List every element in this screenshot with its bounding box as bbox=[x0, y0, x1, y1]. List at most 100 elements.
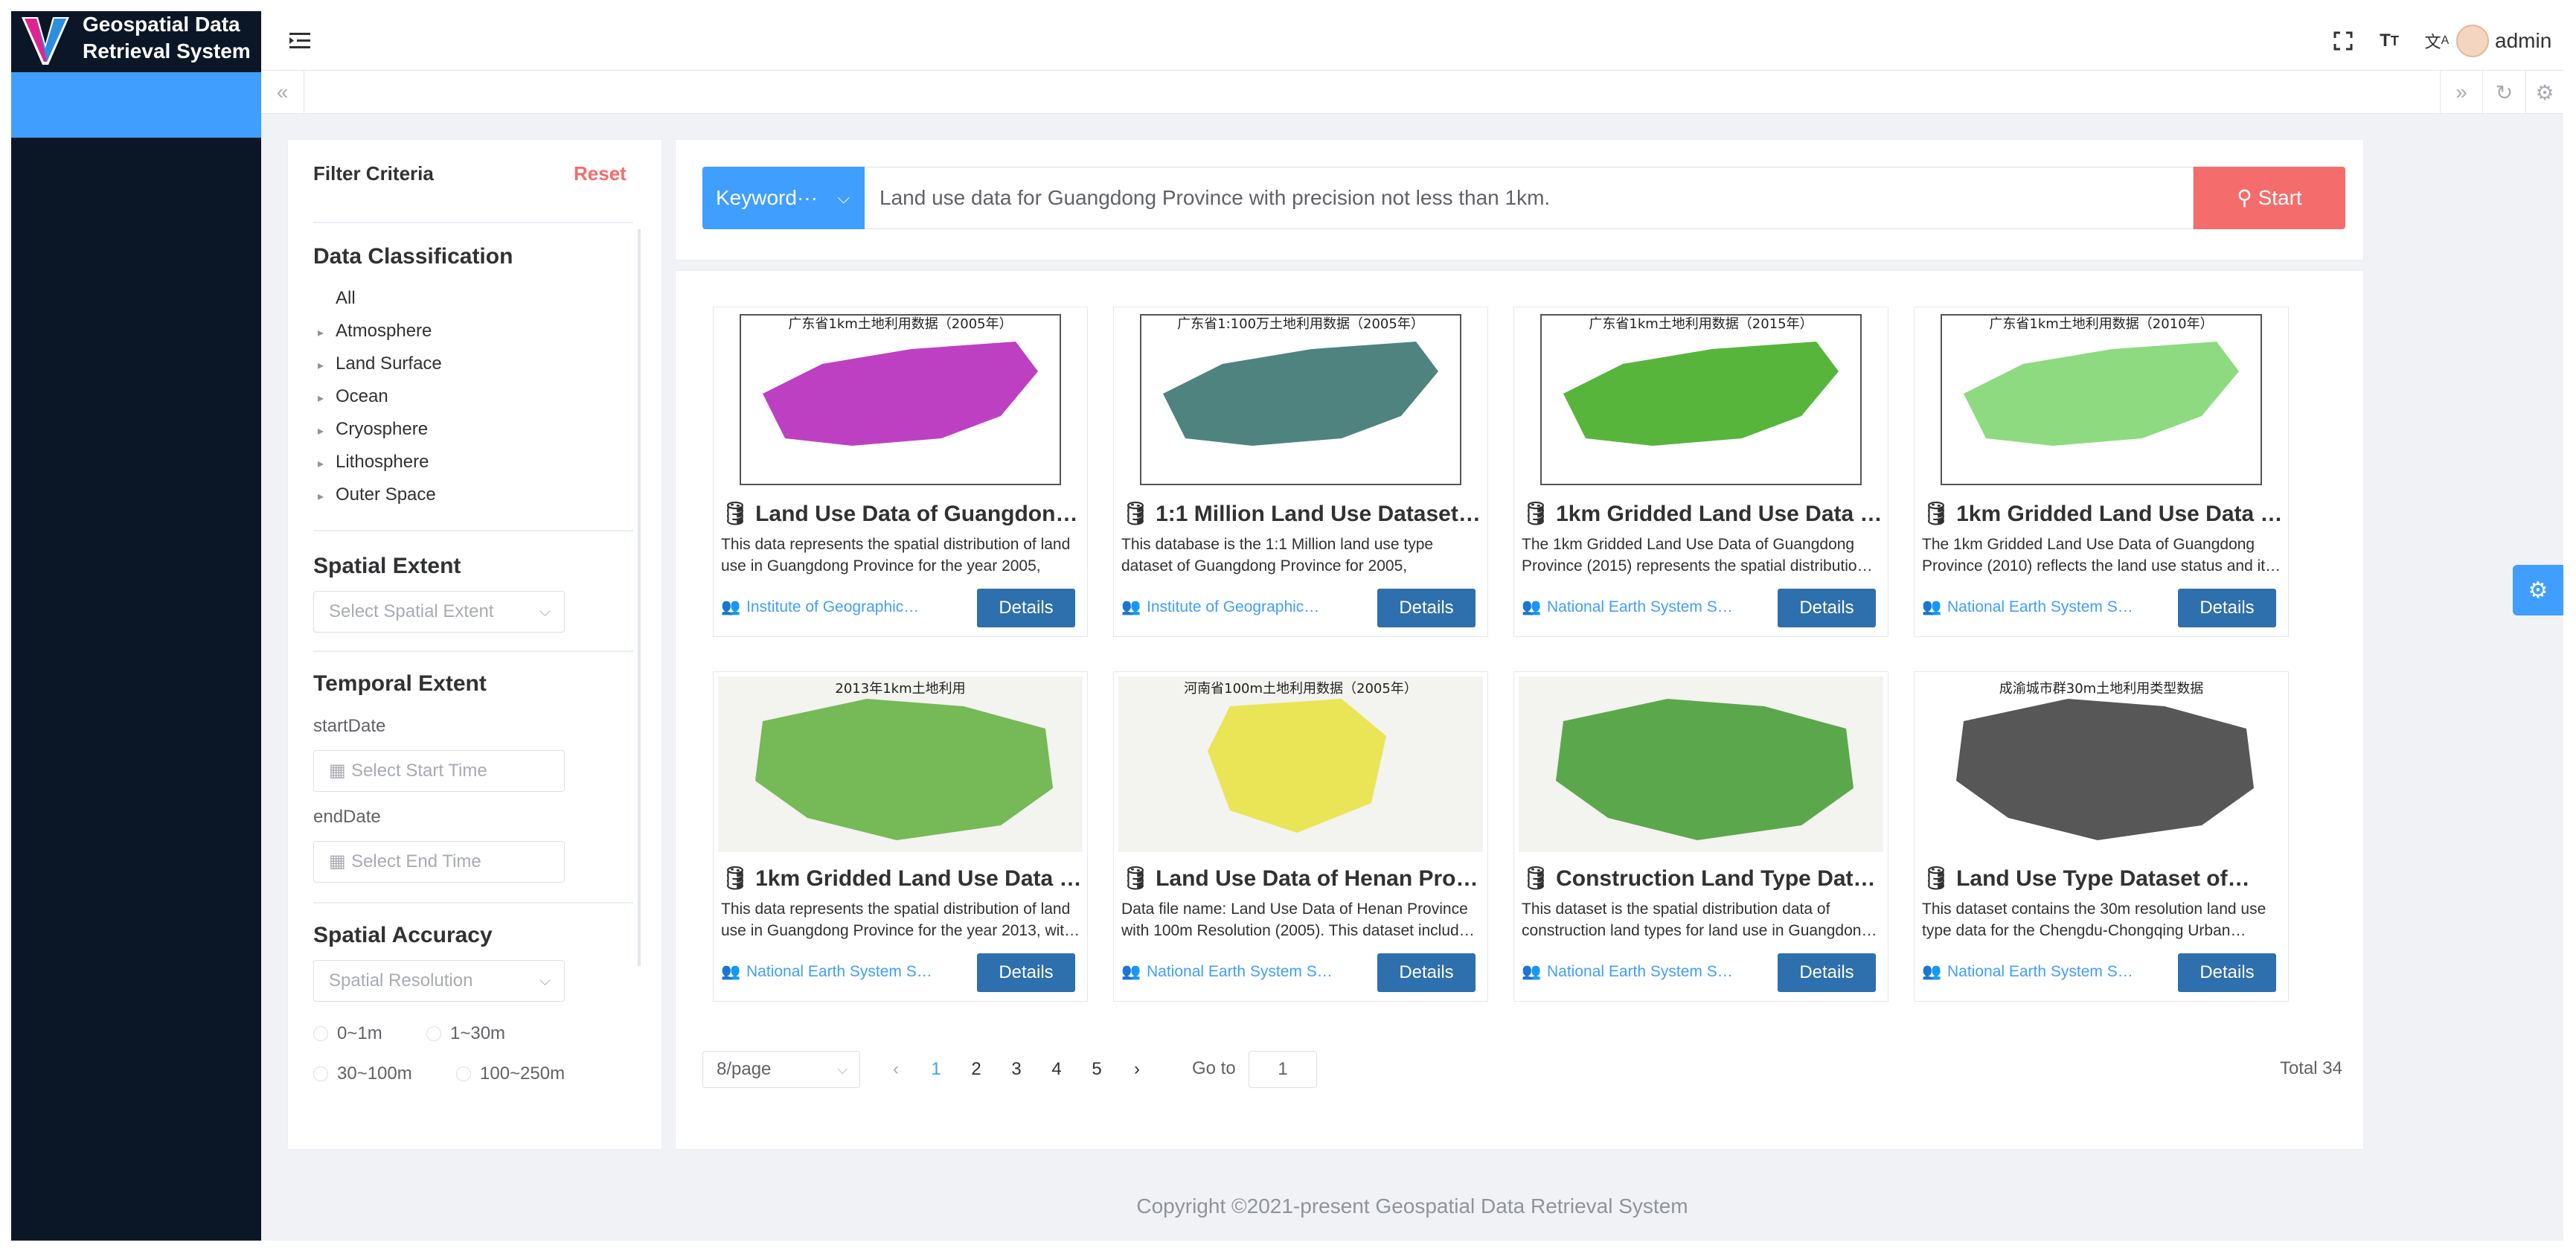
result-description: This database is the 1:1 Million land us… bbox=[1121, 536, 1434, 575]
result-organization[interactable]: 👥National Earth System Scien… bbox=[1121, 961, 1334, 983]
database-icon: 🛢 bbox=[1121, 502, 1150, 526]
result-card[interactable]: 🛢 Construction Land Type Data of… This dat… bbox=[1513, 671, 1888, 1002]
details-button[interactable]: Details bbox=[1377, 589, 1476, 627]
avatar[interactable] bbox=[2456, 25, 2489, 57]
result-thumbnail[interactable] bbox=[1519, 676, 1883, 852]
tree-item-atmosphere[interactable]: ▸ Atmosphere bbox=[318, 319, 432, 344]
tree-item-ocean[interactable]: ▸ Ocean bbox=[318, 384, 388, 409]
result-organization[interactable]: 👥 Institute of Geographic… bbox=[1121, 596, 1334, 618]
filter-scrollbar[interactable] bbox=[638, 229, 641, 966]
page-5[interactable]: 5 bbox=[1092, 1059, 1102, 1079]
page-size-select[interactable]: 8/page ⌵ bbox=[702, 1051, 860, 1088]
calendar-icon: ▦ bbox=[329, 851, 346, 871]
tree-item-all[interactable]: All bbox=[336, 288, 356, 308]
start-date-picker[interactable]: ▦ Select Start Time bbox=[313, 750, 565, 792]
search-mode-select[interactable]: Keyword··· ⌵ bbox=[702, 167, 865, 229]
page-3[interactable]: 3 bbox=[1011, 1059, 1022, 1079]
details-button[interactable]: Details bbox=[977, 953, 1075, 992]
spatial-resolution-select[interactable]: Spatial Resolution ⌵ bbox=[313, 960, 565, 1002]
result-thumbnail[interactable]: 广东省1km土地利用数据（2010年） bbox=[1919, 312, 2284, 487]
goto-page-input[interactable]: 1 bbox=[1249, 1051, 1317, 1088]
logo[interactable]: Geospatial Data Retrieval System bbox=[11, 11, 261, 70]
result-thumbnail[interactable]: 广东省1km土地利用数据（2005年） bbox=[718, 312, 1083, 487]
radio-1-30m[interactable]: 1~30m bbox=[426, 1023, 505, 1045]
result-organization[interactable]: 👥 Institute of Geographic… bbox=[721, 596, 934, 618]
reset-button[interactable]: Reset bbox=[574, 162, 627, 185]
spatial-extent-select[interactable]: Select Spatial Extent ⌵ bbox=[313, 591, 565, 633]
radio-30-100m[interactable]: 30~100m bbox=[313, 1063, 412, 1085]
thumbnail-caption: 河南省100m土地利用数据（2005年） bbox=[1184, 681, 1417, 697]
menu-toggle-icon[interactable] bbox=[286, 28, 313, 54]
search-card: Keyword··· ⌵ Land use data for Guangdong … bbox=[675, 139, 2364, 260]
result-card[interactable]: 2013年1km土地利用 🛢 1km Gridded Land Use Data o… bbox=[713, 671, 1088, 1002]
end-date-label: endDate bbox=[313, 807, 381, 827]
search-input[interactable]: Land use data for Guangdong Province wit… bbox=[865, 167, 2194, 229]
tabs-settings-icon[interactable]: ⚙ bbox=[2535, 80, 2554, 104]
users-icon: 👥 bbox=[1922, 963, 1942, 980]
sidebar-active-item[interactable] bbox=[11, 72, 261, 138]
tree-item-land-surface[interactable]: ▸ Land Surface bbox=[318, 351, 442, 377]
next-page-button[interactable]: › bbox=[1134, 1059, 1140, 1079]
goto-label: Go to bbox=[1192, 1058, 1236, 1078]
end-date-picker[interactable]: ▦ Select End Time bbox=[313, 841, 565, 883]
tree-item-outer-space[interactable]: ▸ Outer Space bbox=[318, 482, 436, 508]
result-thumbnail[interactable]: 2013年1km土地利用 bbox=[718, 676, 1083, 852]
result-organization[interactable]: 👥National Earth System Scien… bbox=[1922, 961, 2135, 983]
settings-float-icon[interactable]: ⚙ bbox=[2513, 565, 2563, 615]
result-organization[interactable]: 👥National Earth System Scien… bbox=[1522, 961, 1734, 983]
filter-panel: Filter Criteria Reset Data Classificatio… bbox=[287, 139, 662, 1150]
radio-0-1m[interactable]: 0~1m bbox=[313, 1023, 382, 1045]
thumbnail-caption: 2013年1km土地利用 bbox=[835, 681, 965, 697]
user-name[interactable]: admin bbox=[2495, 29, 2552, 52]
result-title[interactable]: 🛢 1km Gridded Land Use Data of… bbox=[721, 864, 1083, 894]
fullscreen-icon[interactable] bbox=[2327, 25, 2359, 57]
details-button[interactable]: Details bbox=[1778, 953, 1876, 992]
result-title[interactable]: 🛢 Land Use Type Dataset of… bbox=[1922, 864, 2284, 894]
database-icon: 🛢 bbox=[721, 866, 750, 891]
result-title[interactable]: 🛢 Land Use Data of Guangdong… bbox=[721, 499, 1083, 529]
details-button[interactable]: Details bbox=[1778, 589, 1876, 627]
tabs-scroll-left-icon[interactable]: « bbox=[261, 71, 304, 114]
result-organization[interactable]: 👥National Earth System Scien… bbox=[721, 961, 934, 983]
page-4[interactable]: 4 bbox=[1051, 1059, 1062, 1079]
details-button[interactable]: Details bbox=[1377, 953, 1476, 992]
details-button[interactable]: Details bbox=[977, 589, 1075, 627]
details-button[interactable]: Details bbox=[2178, 953, 2276, 992]
result-card[interactable]: 广东省1km土地利用数据（2010年） 🛢 1km Gridded Land Use… bbox=[1914, 307, 2289, 637]
result-thumbnail[interactable]: 广东省1:100万土地利用数据（2005年） bbox=[1118, 312, 1483, 487]
database-icon: 🛢 bbox=[1522, 866, 1551, 891]
result-organization[interactable]: 👥National Earth System Scien… bbox=[1922, 596, 2135, 618]
result-thumbnail[interactable]: 成渝城市群30m土地利用类型数据 bbox=[1919, 676, 2284, 852]
result-card[interactable]: 广东省1:100万土地利用数据（2005年） 🛢 1:1 Million Land … bbox=[1113, 307, 1488, 637]
tabs-scroll-right-icon[interactable]: » bbox=[2440, 71, 2483, 114]
tree-item-lithosphere[interactable]: ▸ Lithosphere bbox=[318, 450, 429, 475]
result-card[interactable]: 成渝城市群30m土地利用类型数据 🛢 Land Use Type Dataset o… bbox=[1914, 671, 2289, 1002]
tree-item-cryosphere[interactable]: ▸ Cryosphere bbox=[318, 417, 428, 442]
result-card[interactable]: 河南省100m土地利用数据（2005年） 🛢 Land Use Data of He… bbox=[1113, 671, 1488, 1002]
footer-copyright: Copyright ©2021-present Geospatial Data … bbox=[1136, 1194, 1688, 1218]
result-title[interactable]: 🛢 1km Gridded Land Use Data of… bbox=[1522, 499, 1883, 529]
prev-page-button[interactable]: ‹ bbox=[893, 1059, 899, 1079]
result-title[interactable]: 🛢 1km Gridded Land Use Data of… bbox=[1922, 499, 2284, 529]
start-search-button[interactable]: ⚲ Start bbox=[2194, 167, 2345, 229]
calendar-icon: ▦ bbox=[329, 761, 346, 781]
users-icon: 👥 bbox=[1522, 963, 1542, 980]
result-card[interactable]: 广东省1km土地利用数据（2015年） 🛢 1km Gridded Land Use… bbox=[1513, 307, 1888, 637]
result-thumbnail[interactable]: 河南省100m土地利用数据（2005年） bbox=[1118, 676, 1483, 852]
result-title[interactable]: 🛢Land Use Data of Henan Provinc… bbox=[1121, 864, 1483, 894]
result-description: Data file name: Land Use Data of Henan P… bbox=[1121, 900, 1475, 939]
result-thumbnail[interactable]: 广东省1km土地利用数据（2015年） bbox=[1519, 312, 1883, 487]
result-title[interactable]: 🛢 Construction Land Type Data of… bbox=[1522, 864, 1883, 894]
details-button[interactable]: Details bbox=[2178, 589, 2276, 627]
data-classification-heading: Data Classification bbox=[313, 244, 513, 269]
refresh-icon[interactable]: ↻ bbox=[2483, 71, 2526, 114]
chevron-down-icon: ⌵ bbox=[837, 1062, 848, 1077]
page-1[interactable]: 1 bbox=[931, 1059, 941, 1079]
result-title[interactable]: 🛢 1:1 Million Land Use Dataset of… bbox=[1121, 499, 1483, 529]
radio-100-250m[interactable]: 100~250m bbox=[456, 1063, 565, 1085]
page-2[interactable]: 2 bbox=[971, 1059, 981, 1079]
result-card[interactable]: 广东省1km土地利用数据（2005年） 🛢 Land Use Data of Gua… bbox=[713, 307, 1088, 637]
result-organization[interactable]: 👥National Earth System Scien… bbox=[1522, 596, 1734, 618]
